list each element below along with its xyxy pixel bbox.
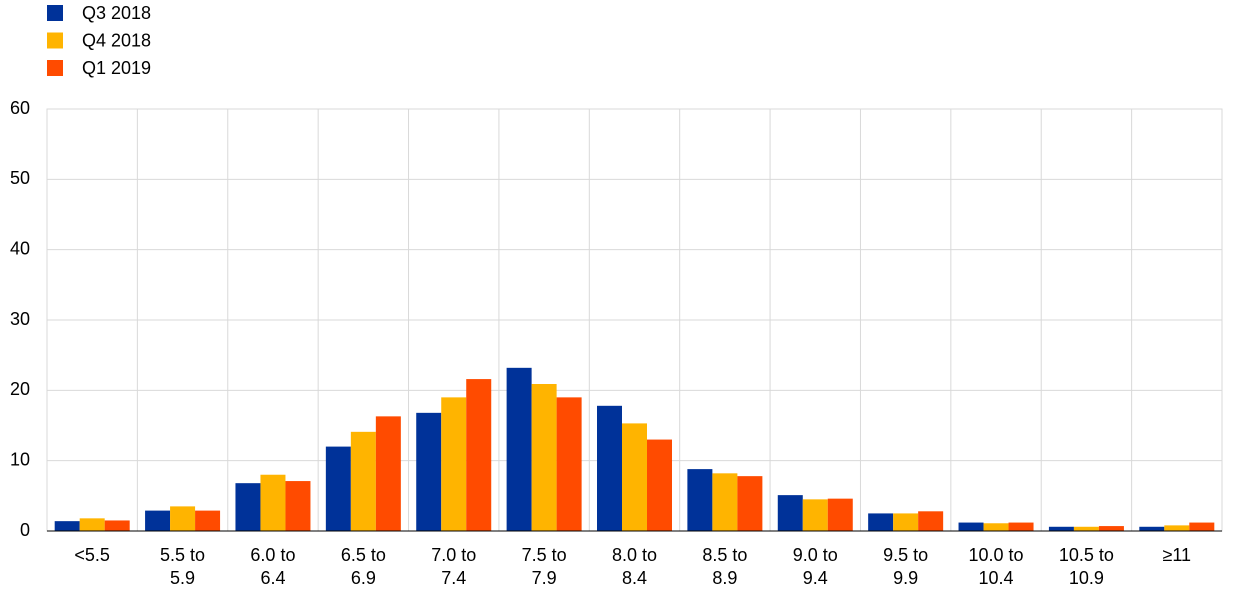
bar [54, 521, 80, 531]
x-tick-label: 5.5 to 5.9 [160, 545, 206, 588]
legend-label: Q4 2018 [82, 30, 151, 50]
x-tick-label: 9.0 to 9.4 [792, 545, 838, 588]
y-tick-label: 20 [10, 379, 30, 399]
bar [983, 523, 1009, 531]
bar [285, 481, 311, 531]
bar [687, 469, 713, 531]
bar [235, 483, 261, 531]
bar [1073, 526, 1099, 531]
bar [712, 473, 738, 531]
x-tick-label: 6.5 to 6.9 [340, 545, 386, 588]
bar [918, 511, 944, 531]
bar [506, 367, 532, 531]
bar [827, 498, 853, 531]
bar [556, 397, 582, 531]
bar [893, 513, 919, 531]
y-tick-label: 50 [10, 168, 30, 188]
bar [466, 379, 492, 531]
bar [79, 518, 105, 531]
bar [416, 412, 442, 531]
bar [802, 499, 828, 531]
x-tick-label: 8.5 to 8.9 [702, 545, 748, 588]
bar [1008, 522, 1034, 531]
bar [1098, 526, 1124, 531]
bar [325, 446, 351, 531]
bar [145, 510, 171, 531]
x-tick-label: 9.5 to 9.9 [883, 545, 929, 588]
y-tick-label: 40 [10, 238, 30, 258]
bar [170, 506, 196, 531]
y-tick-label: 60 [10, 98, 30, 118]
y-tick-label: 30 [10, 309, 30, 329]
bar [1189, 522, 1215, 531]
x-tick-label: 8.0 to 8.4 [611, 545, 658, 588]
legend-swatch [47, 5, 63, 21]
bar [260, 474, 286, 531]
x-tick-label: 10.0 to 10.4 [968, 545, 1024, 588]
bar [868, 513, 894, 531]
bar [958, 522, 984, 531]
bar [441, 397, 467, 531]
bar [597, 405, 622, 531]
bar [195, 510, 221, 531]
bar [104, 520, 130, 531]
x-tick-label: 7.0 to 7.4 [431, 545, 477, 588]
x-tick-label: 6.0 to 6.4 [250, 545, 296, 588]
x-tick-label: 7.5 to 7.9 [521, 545, 567, 588]
bar [1164, 525, 1190, 531]
legend-swatch [47, 60, 63, 76]
bar [737, 476, 763, 531]
y-tick-label: 0 [20, 520, 30, 540]
bar [1048, 526, 1074, 531]
bar [777, 495, 803, 531]
legend-label: Q1 2019 [82, 58, 151, 78]
bar [375, 416, 401, 531]
x-tick-label: <5.5 [74, 545, 110, 565]
bar [647, 439, 672, 531]
bar [1139, 526, 1165, 531]
bar [350, 431, 376, 531]
y-tick-label: 10 [10, 449, 30, 469]
x-tick-label: 10.5 to 10.9 [1058, 545, 1114, 588]
legend-swatch [47, 32, 63, 49]
bar [531, 384, 557, 531]
x-tick-label: ≥11 [1162, 545, 1192, 565]
legend-label: Q3 2018 [82, 3, 151, 23]
bar [622, 423, 647, 531]
